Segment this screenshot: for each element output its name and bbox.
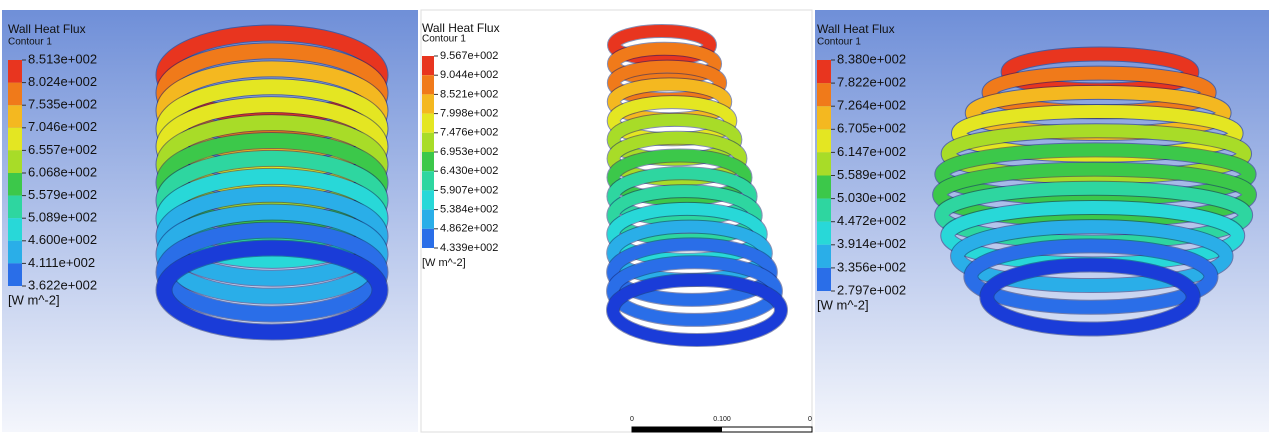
legend-unit: [W m^-2]	[422, 257, 466, 269]
coil-ring	[941, 124, 1252, 184]
legend-title: Wall Heat Flux	[8, 22, 86, 36]
legend-swatch	[8, 105, 22, 128]
legend-label: 2.797e+002	[837, 282, 906, 297]
legend-label: 6.430e+002	[440, 165, 498, 177]
scale-label: 0.100	[713, 416, 731, 423]
legend-swatch	[817, 106, 831, 130]
legend-swatch	[817, 221, 831, 245]
legend-label: 5.579e+002	[28, 187, 97, 202]
legend-swatch	[422, 56, 434, 76]
legend-label: 8.024e+002	[28, 74, 97, 89]
legend-swatch	[8, 150, 22, 173]
legend-label: 5.089e+002	[28, 210, 97, 225]
legend-swatch	[422, 113, 434, 133]
legend-swatch	[8, 218, 22, 241]
legend-swatch	[817, 83, 831, 107]
legend-swatch	[8, 173, 22, 196]
legend-label: 7.476e+002	[440, 127, 498, 139]
legend-label: 9.044e+002	[440, 69, 498, 81]
legend-label: 3.356e+002	[837, 259, 906, 274]
legend-label: 7.822e+002	[837, 75, 906, 90]
legend-label: 4.111e+002	[28, 255, 95, 270]
legend-label: 6.953e+002	[440, 146, 498, 158]
legend-label: 4.862e+002	[440, 223, 498, 235]
legend-swatch	[817, 175, 831, 199]
legend-unit: [W m^-2]	[817, 297, 869, 312]
legend-label: 6.557e+002	[28, 142, 97, 157]
legend-swatch	[817, 60, 831, 84]
legend-label: 5.030e+002	[837, 190, 906, 205]
legend-label: 7.535e+002	[28, 97, 97, 112]
coil-ring	[607, 149, 752, 206]
coil-ring	[935, 143, 1256, 206]
coil-ring	[951, 220, 1233, 293]
legend-swatch	[817, 244, 831, 268]
coil-ring	[607, 167, 757, 226]
legend-label: 7.998e+002	[440, 108, 498, 120]
legend-swatch	[422, 171, 434, 191]
legend-swatch	[422, 94, 434, 114]
legend-swatch	[422, 190, 434, 210]
legend-label: 3.914e+002	[837, 236, 906, 251]
legend-swatch	[8, 82, 22, 106]
legend-swatch	[8, 60, 22, 83]
legend-label: 4.600e+002	[28, 232, 97, 247]
legend-swatch	[817, 129, 831, 153]
legend-swatch	[422, 75, 434, 95]
legend-swatch	[817, 267, 831, 291]
legend-label: 6.147e+002	[837, 144, 906, 159]
legend-label: 8.521e+002	[440, 88, 498, 100]
coil-ring	[607, 274, 787, 346]
legend-swatch	[817, 198, 831, 222]
legend-label: 9.567e+002	[440, 50, 498, 62]
legend-swatch	[422, 228, 434, 248]
legend-label: 4.472e+002	[837, 213, 906, 228]
coils	[155, 24, 1257, 347]
legend-label: 8.513e+002	[28, 51, 97, 66]
legend-swatch	[422, 209, 434, 229]
scale-label: 0	[630, 416, 634, 423]
legend-swatch	[8, 195, 22, 219]
legend-unit: [W m^-2]	[8, 292, 60, 307]
legend-subtitle: Contour 1	[817, 37, 861, 48]
coil-ring	[964, 239, 1218, 314]
coil-ring	[156, 240, 388, 340]
coil-ring	[980, 258, 1200, 336]
legend-swatch	[817, 152, 831, 176]
legend-title: Wall Heat Flux	[817, 22, 895, 36]
coil-ring	[608, 25, 716, 65]
scale-bar: 0 0.100 0	[630, 416, 813, 433]
legend-label: 5.384e+002	[440, 204, 498, 216]
legend-subtitle: Contour 1	[8, 37, 52, 48]
legend-swatch	[8, 127, 22, 151]
legend-swatch	[8, 240, 22, 264]
legend-label: 5.589e+002	[837, 167, 906, 182]
legend-swatch	[8, 263, 22, 286]
legend-swatch	[422, 132, 434, 152]
legend-label: 4.339e+002	[440, 242, 498, 254]
legend-label: 8.380e+002	[837, 51, 906, 66]
legend-label: 6.068e+002	[28, 164, 97, 179]
legend-label: 3.622e+002	[28, 277, 97, 292]
scale-label: 0	[808, 416, 812, 423]
legend-label: 7.264e+002	[837, 98, 906, 113]
legend-label: 5.907e+002	[440, 184, 498, 196]
legend-label: 6.705e+002	[837, 121, 906, 136]
legend-swatch	[422, 152, 434, 172]
legend-title: Wall Heat Flux	[422, 21, 500, 35]
legend-label: 7.046e+002	[28, 119, 97, 134]
legend-subtitle: Contour 1	[422, 34, 466, 45]
